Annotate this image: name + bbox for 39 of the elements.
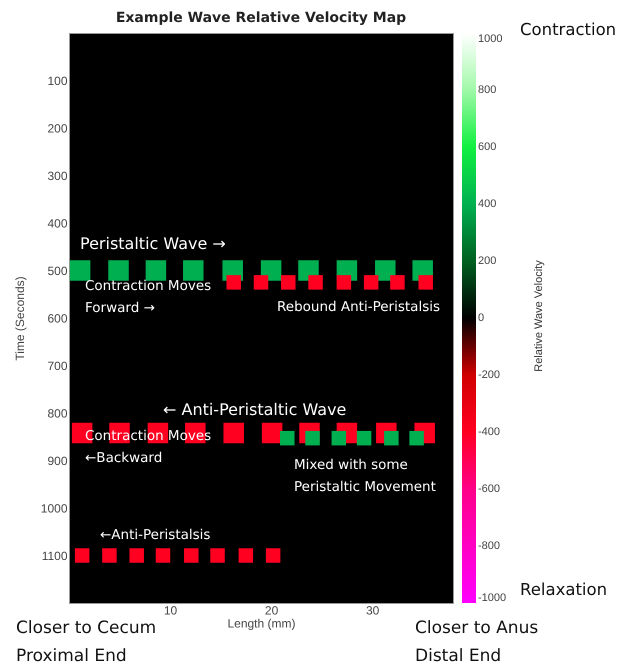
color-bar-label: 600 (478, 141, 496, 153)
y-tick-label: 300 (47, 169, 68, 183)
y-tick-label: 500 (47, 264, 68, 278)
y-tick-label: 1100 (42, 549, 68, 563)
x-axis-title: Length (mm) (227, 616, 296, 630)
annotation: Peristaltic Wave → (80, 233, 226, 255)
color-bar-label: -200 (478, 369, 500, 381)
y-tick-label: 900 (47, 454, 68, 468)
color-bar-label: 400 (478, 198, 496, 210)
x-tick-label: 20 (264, 604, 279, 618)
color-bar-label: 200 (478, 255, 496, 267)
y-tick-label: 400 (47, 216, 68, 230)
color-bar-label: 0 (478, 312, 484, 324)
annotation: Contraction Moves Forward → (85, 277, 212, 318)
color-bar-label: 1000 (478, 33, 502, 45)
text: Contraction (520, 19, 616, 41)
chart-title: Example Wave Relative Velocity Map (116, 10, 406, 26)
text: Closer to Cecum Proximal End (16, 617, 156, 668)
annotation: ←Anti-Peristalsis (100, 526, 210, 545)
y-tick-label: 200 (47, 122, 68, 136)
x-tick-label: 30 (366, 604, 380, 618)
y-tick-label: 700 (47, 359, 68, 373)
y-tick-label: 1000 (40, 502, 68, 516)
text: Relaxation (520, 579, 608, 601)
annotation: ← Anti-Peristaltic Wave (163, 399, 346, 421)
color-bar-label: 800 (478, 84, 496, 96)
x-tick-label: 10 (164, 604, 178, 618)
color-bar-label: -1000 (478, 592, 506, 604)
y-tick-label: 100 (47, 74, 68, 88)
annotation: Mixed with some Peristaltic Movement (294, 456, 436, 497)
color-bar-title: Relative Wave Velocity (533, 259, 545, 374)
color-bar-label: -600 (478, 483, 500, 495)
y-axis-title: Time (Seconds) (12, 276, 27, 361)
annotation: Rebound Anti-Peristalsis (277, 298, 440, 317)
color-bar-label: -800 (478, 540, 500, 552)
text: Closer to Anus Distal End (415, 617, 538, 668)
y-tick-label: 800 (47, 406, 68, 420)
color-bar-label: -400 (478, 426, 500, 438)
y-tick-label: 600 (47, 312, 68, 326)
